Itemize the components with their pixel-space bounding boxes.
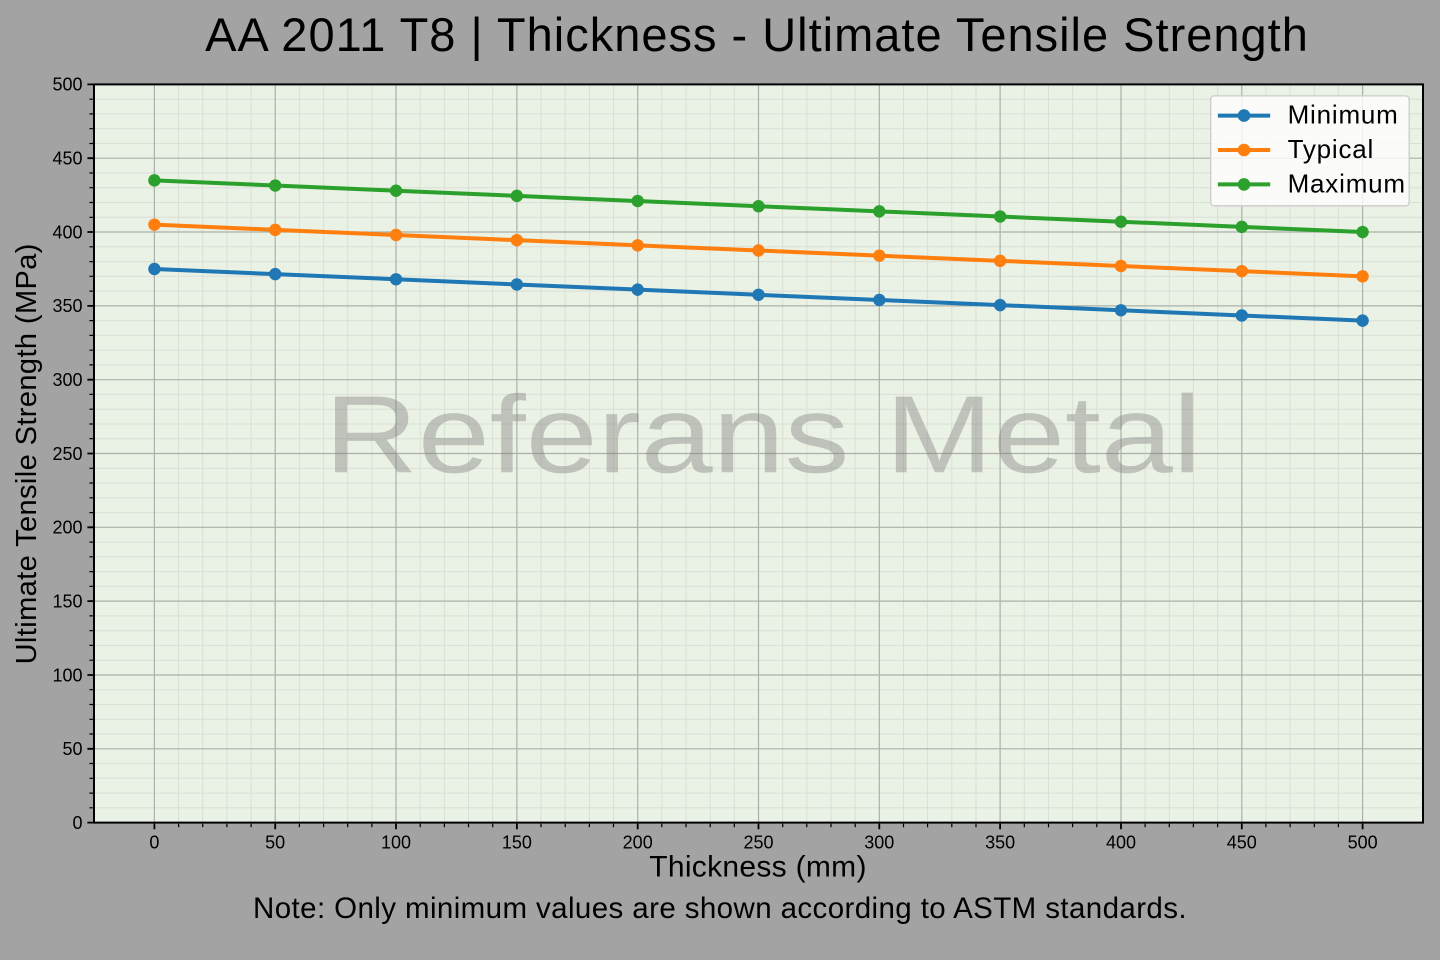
svg-text:350: 350 — [52, 296, 82, 316]
svg-text:400: 400 — [1106, 833, 1136, 853]
svg-text:100: 100 — [52, 665, 82, 685]
svg-text:200: 200 — [52, 518, 82, 538]
svg-text:250: 250 — [743, 833, 773, 853]
svg-text:500: 500 — [52, 75, 82, 95]
svg-text:300: 300 — [864, 833, 894, 853]
svg-text:Minimum: Minimum — [1288, 100, 1399, 130]
svg-text:Maximum: Maximum — [1288, 168, 1406, 198]
svg-text:Referans Metal: Referans Metal — [324, 373, 1201, 496]
svg-text:50: 50 — [62, 739, 82, 759]
svg-text:100: 100 — [381, 833, 411, 853]
svg-text:500: 500 — [1348, 833, 1378, 853]
svg-text:Note: Only minimum values are: Note: Only minimum values are shown acco… — [253, 892, 1187, 925]
svg-text:450: 450 — [52, 149, 82, 169]
svg-text:Ultimate Tensile Strength (MPa: Ultimate Tensile Strength (MPa) — [11, 243, 43, 664]
svg-text:0: 0 — [72, 813, 82, 833]
svg-text:350: 350 — [985, 833, 1015, 853]
svg-text:Thickness (mm): Thickness (mm) — [649, 851, 867, 884]
svg-text:0: 0 — [149, 833, 159, 853]
svg-text:50: 50 — [265, 833, 285, 853]
svg-text:250: 250 — [52, 444, 82, 464]
svg-text:300: 300 — [52, 370, 82, 390]
svg-text:400: 400 — [52, 222, 82, 242]
svg-text:Typical: Typical — [1288, 134, 1375, 164]
svg-text:150: 150 — [502, 833, 532, 853]
svg-text:AA 2011 T8 | Thickness - Ultim: AA 2011 T8 | Thickness - Ultimate Tensil… — [205, 8, 1309, 61]
svg-text:450: 450 — [1227, 833, 1257, 853]
svg-text:150: 150 — [52, 591, 82, 611]
svg-text:200: 200 — [623, 833, 653, 853]
